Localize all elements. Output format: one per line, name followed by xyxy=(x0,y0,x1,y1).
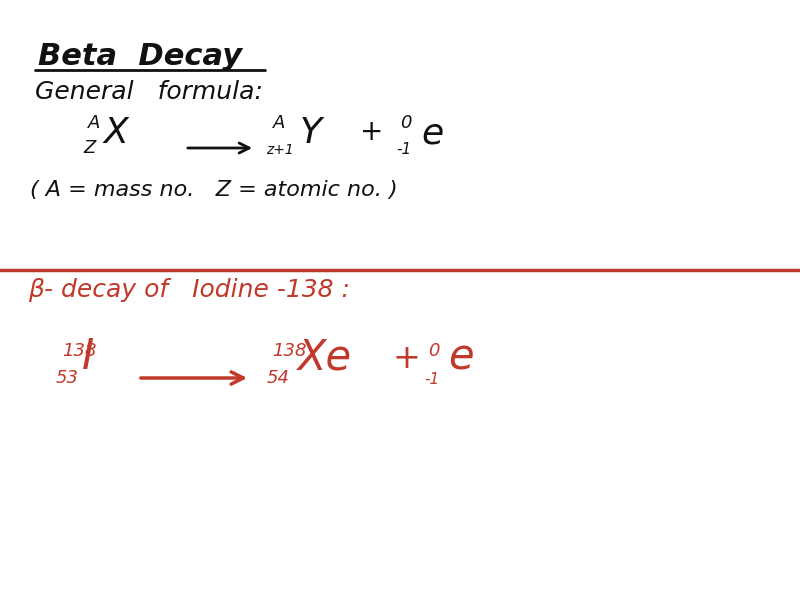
Text: I: I xyxy=(82,336,94,378)
Text: Beta  Decay: Beta Decay xyxy=(38,42,242,71)
Text: 138: 138 xyxy=(62,342,97,360)
Text: -1: -1 xyxy=(396,142,411,157)
Text: A: A xyxy=(273,114,286,132)
Text: 0: 0 xyxy=(400,114,411,132)
Text: +: + xyxy=(392,342,420,375)
Text: 138: 138 xyxy=(272,342,306,360)
Text: X: X xyxy=(104,116,129,150)
Text: A: A xyxy=(88,114,100,132)
Text: +: + xyxy=(360,118,383,146)
Text: General   formula:: General formula: xyxy=(35,80,263,104)
Text: ( A = mass no.   Z = atomic no. ): ( A = mass no. Z = atomic no. ) xyxy=(30,180,398,200)
Text: e: e xyxy=(421,116,443,150)
Text: z+1: z+1 xyxy=(266,143,294,157)
Text: Y: Y xyxy=(300,116,322,150)
Text: e: e xyxy=(448,336,474,378)
Text: 54: 54 xyxy=(267,369,290,387)
Text: Z: Z xyxy=(83,139,95,157)
Text: 53: 53 xyxy=(56,369,79,387)
Text: 0: 0 xyxy=(428,342,439,360)
Text: -1: -1 xyxy=(424,372,439,387)
Text: β- decay of   Iodine -138 :: β- decay of Iodine -138 : xyxy=(28,278,350,302)
Text: Xe: Xe xyxy=(298,336,352,378)
